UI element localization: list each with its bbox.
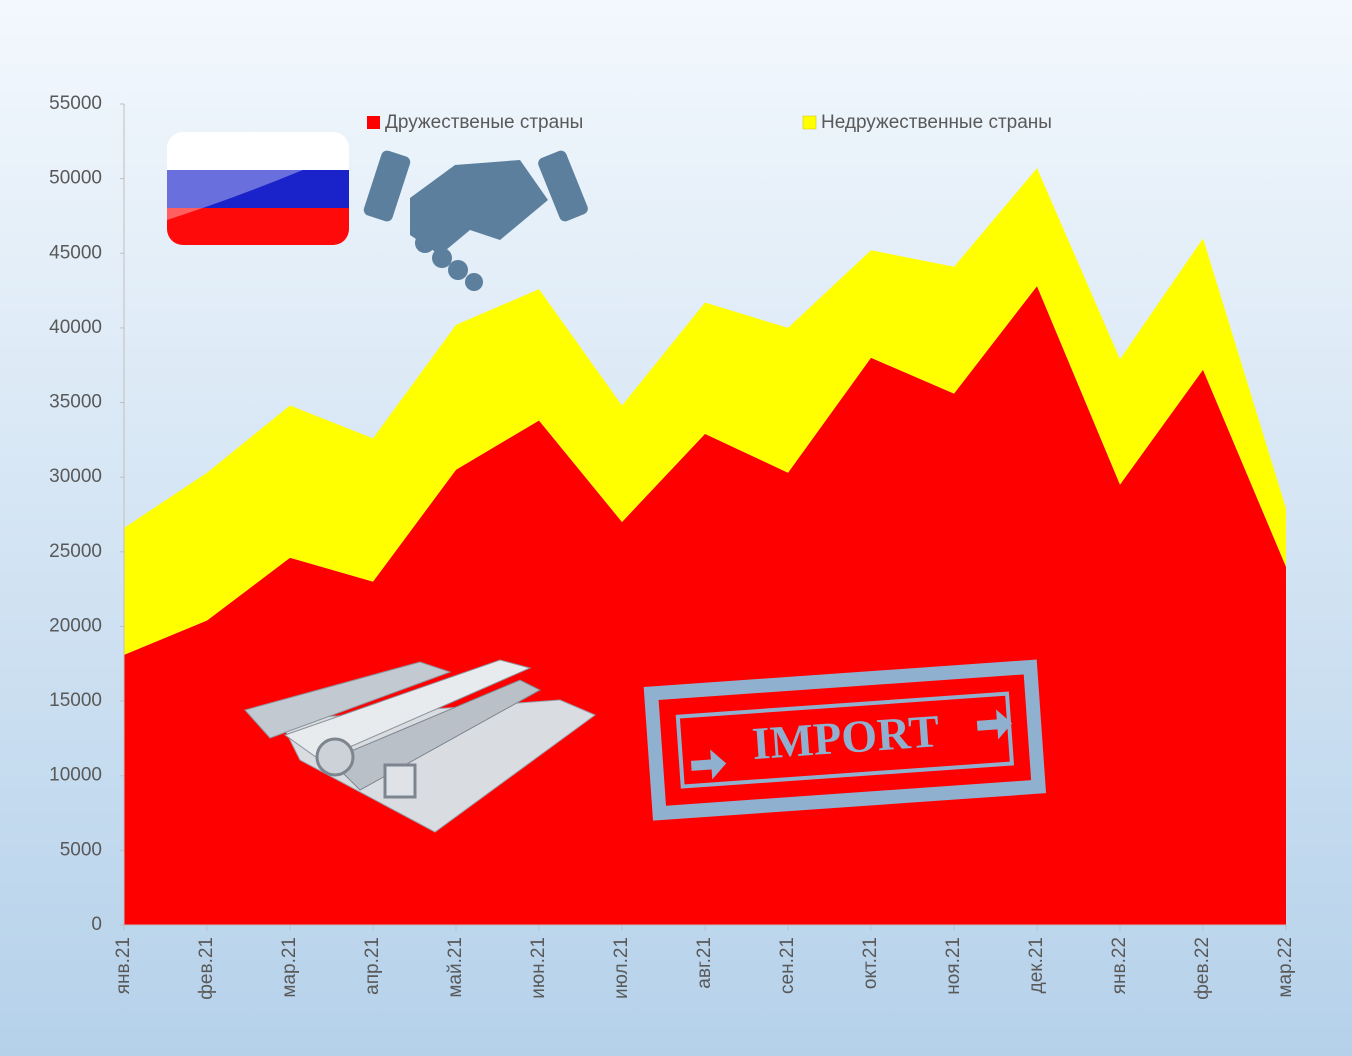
x-tick-label: фев.22 bbox=[1192, 937, 1213, 1000]
russian-flag bbox=[167, 132, 349, 245]
x-tick-label: апр.21 bbox=[362, 937, 383, 995]
y-tick-label: 55000 bbox=[49, 93, 102, 114]
x-tick-label: сен.21 bbox=[777, 937, 798, 994]
y-tick-label: 35000 bbox=[49, 392, 102, 413]
y-tick-label: 45000 bbox=[49, 242, 102, 263]
handshake-icon bbox=[363, 150, 588, 291]
area bbox=[124, 168, 1286, 655]
legend-label: Недружественные страны bbox=[821, 112, 1052, 133]
y-tick-label: 5000 bbox=[60, 839, 102, 860]
y-tick-label: 20000 bbox=[49, 615, 102, 636]
y-tick-label: 0 bbox=[91, 914, 102, 935]
decorations: IMPORT bbox=[167, 132, 1047, 833]
x-tick-label: май.21 bbox=[445, 937, 466, 998]
x-tick-label: мар.21 bbox=[279, 937, 300, 998]
x-tick-label: окт.21 bbox=[860, 937, 881, 989]
y-tick-label: 25000 bbox=[49, 541, 102, 562]
y-tick-label: 10000 bbox=[49, 765, 102, 786]
x-tick-label: янв.22 bbox=[1109, 937, 1130, 994]
x-tick-label: фев.21 bbox=[196, 937, 217, 1000]
y-tick-label: 50000 bbox=[49, 168, 102, 189]
legend-label: Дружественые страны bbox=[385, 112, 583, 133]
x-tick-label: мар.22 bbox=[1275, 937, 1296, 998]
y-tick-label: 40000 bbox=[49, 317, 102, 338]
x-tick-label: июл.21 bbox=[611, 937, 632, 999]
metal-profiles bbox=[244, 659, 597, 833]
x-tick-label: ноя.21 bbox=[943, 937, 964, 995]
x-tick-label: янв.21 bbox=[113, 937, 134, 994]
y-tick-label: 15000 bbox=[49, 690, 102, 711]
x-tick-label: дек.21 bbox=[1026, 937, 1047, 993]
legend-swatch bbox=[367, 116, 380, 129]
x-tick-label: авг.21 bbox=[694, 937, 715, 989]
legend-swatch bbox=[802, 115, 817, 130]
x-tick-label: июн.21 bbox=[528, 937, 549, 999]
y-tick-label: 30000 bbox=[49, 466, 102, 487]
